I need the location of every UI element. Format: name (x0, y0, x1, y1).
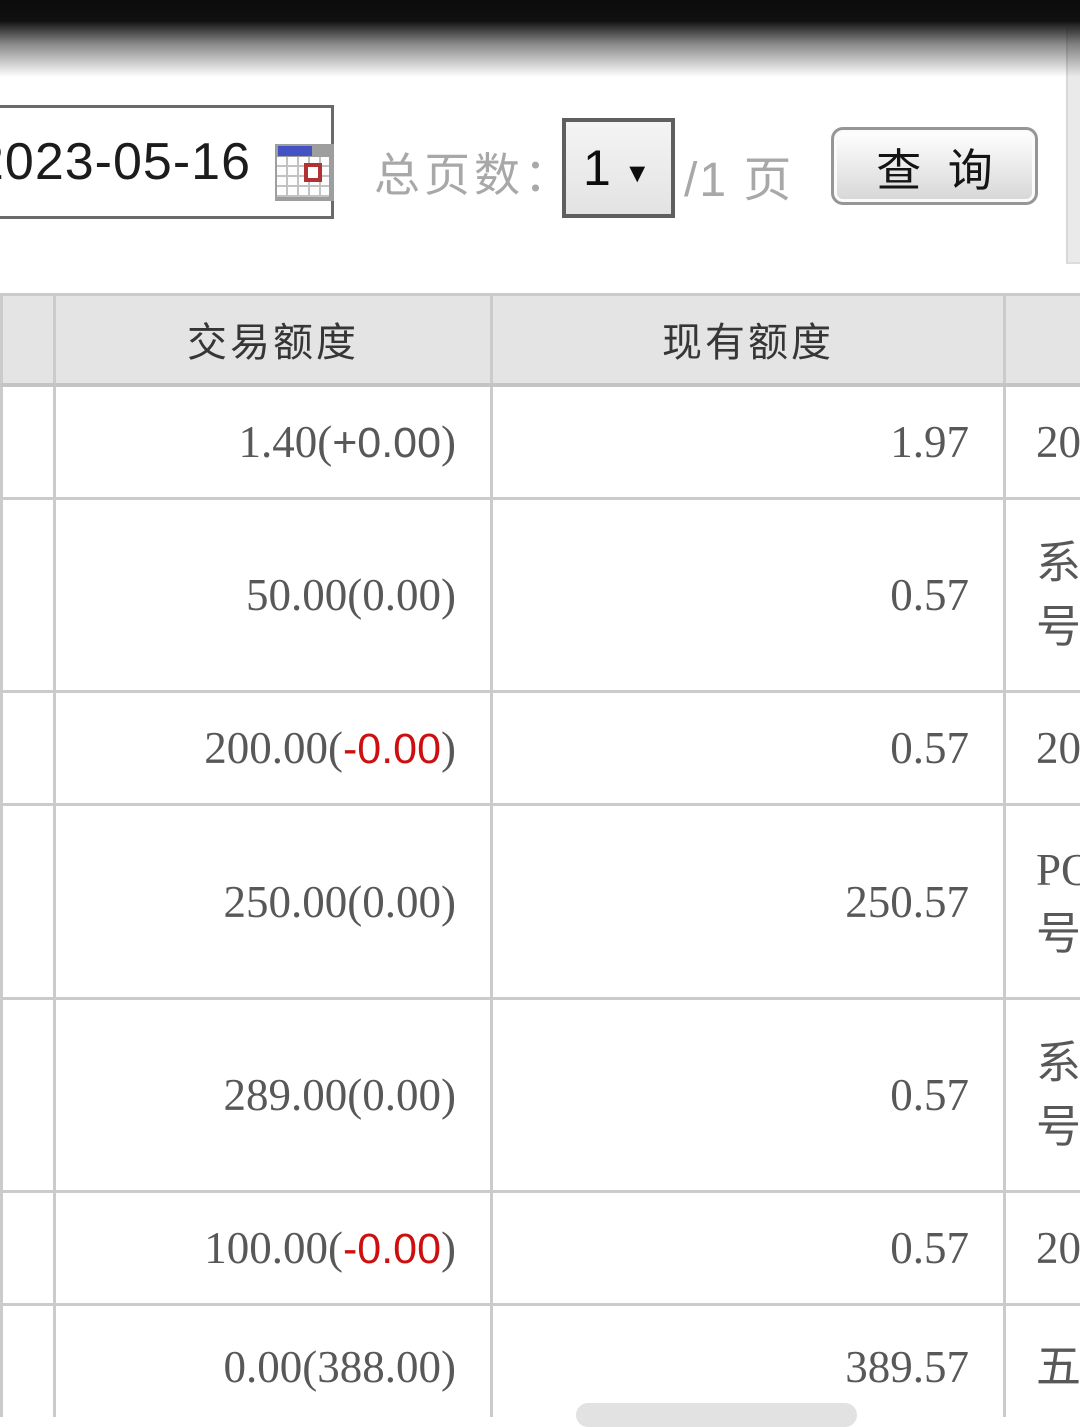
query-button[interactable]: 查 询 (831, 127, 1038, 205)
note-cell: 系号 (1005, 999, 1080, 1192)
trade-quota-cell: 1.40(+0.00) (55, 385, 492, 499)
trade-quota-cell: 250.00(0.00) (55, 805, 492, 999)
current-quota-cell: 1.97 (492, 385, 1005, 499)
page-total-text: /1 页 (684, 140, 793, 210)
current-quota-cell: 0.57 (492, 692, 1005, 805)
total-pages-label: 总页数： (374, 139, 574, 205)
header-cell-current-quota: 现有额度 (492, 295, 1005, 385)
quota-delta-negative: -0.00 (343, 1225, 441, 1273)
trade-quota-cell: 100.00(-0.00) (55, 1192, 492, 1305)
current-quota-cell: 0.57 (492, 999, 1005, 1192)
quota-table-container: 交易额度 现有额度 1.40(+0.00) 1.97 20 50.00(0.00… (0, 293, 1080, 1417)
table-row: 100.00(-0.00) 0.57 20 (2, 1192, 1080, 1305)
current-quota-cell: 0.57 (492, 499, 1005, 692)
trade-quota-cell: 289.00(0.00) (55, 999, 492, 1192)
table-row: 200.00(-0.00) 0.57 20 (2, 692, 1080, 805)
quota-delta: +0.00 (332, 419, 441, 467)
vertical-scrollbar-track[interactable] (1066, 28, 1080, 264)
calendar-selected-day (304, 163, 322, 182)
note-cell: 20 (1005, 692, 1080, 805)
calendar-icon[interactable] (275, 144, 334, 201)
top-shadow-bar (0, 0, 1080, 80)
table-header-row: 交易额度 现有额度 (2, 295, 1080, 385)
trade-quota-cell: 50.00(0.00) (55, 499, 492, 692)
current-quota-cell: 0.57 (492, 1192, 1005, 1305)
note-cell: 20 (1005, 385, 1080, 499)
trade-quota-cell: 200.00(-0.00) (55, 692, 492, 805)
page-select-dropdown[interactable]: 1 ▼ (562, 118, 675, 218)
table-row: 50.00(0.00) 0.57 系号 (2, 499, 1080, 692)
date-value: 2023-05-16 (0, 132, 251, 192)
chevron-down-icon: ▼ (624, 158, 651, 189)
current-quota-cell: 250.57 (492, 805, 1005, 999)
table-row: 0.00(388.00) 389.57 五 (2, 1305, 1080, 1418)
note-cell: 20 (1005, 1192, 1080, 1305)
header-cell-trade-quota: 交易额度 (55, 295, 492, 385)
header-cell-blank (2, 295, 55, 385)
note-cell: 系号 (1005, 499, 1080, 692)
calendar-header-bar (278, 146, 312, 156)
page-select-value: 1 (583, 139, 611, 197)
table-row: 289.00(0.00) 0.57 系号 (2, 999, 1080, 1192)
header-cell-right-cropped (1005, 295, 1080, 385)
table-row: 1.40(+0.00) 1.97 20 (2, 385, 1080, 499)
horizontal-scrollbar-thumb[interactable] (576, 1403, 857, 1427)
trade-quota-cell: 0.00(388.00) (55, 1305, 492, 1418)
date-input[interactable]: 2023-05-16 (0, 105, 334, 219)
quota-table: 交易额度 现有额度 1.40(+0.00) 1.97 20 50.00(0.00… (0, 293, 1080, 1417)
query-button-label: 查 询 (876, 134, 993, 199)
current-quota-cell: 389.57 (492, 1305, 1005, 1418)
note-cell: 五 (1005, 1305, 1080, 1418)
quota-delta-negative: -0.00 (343, 725, 441, 773)
